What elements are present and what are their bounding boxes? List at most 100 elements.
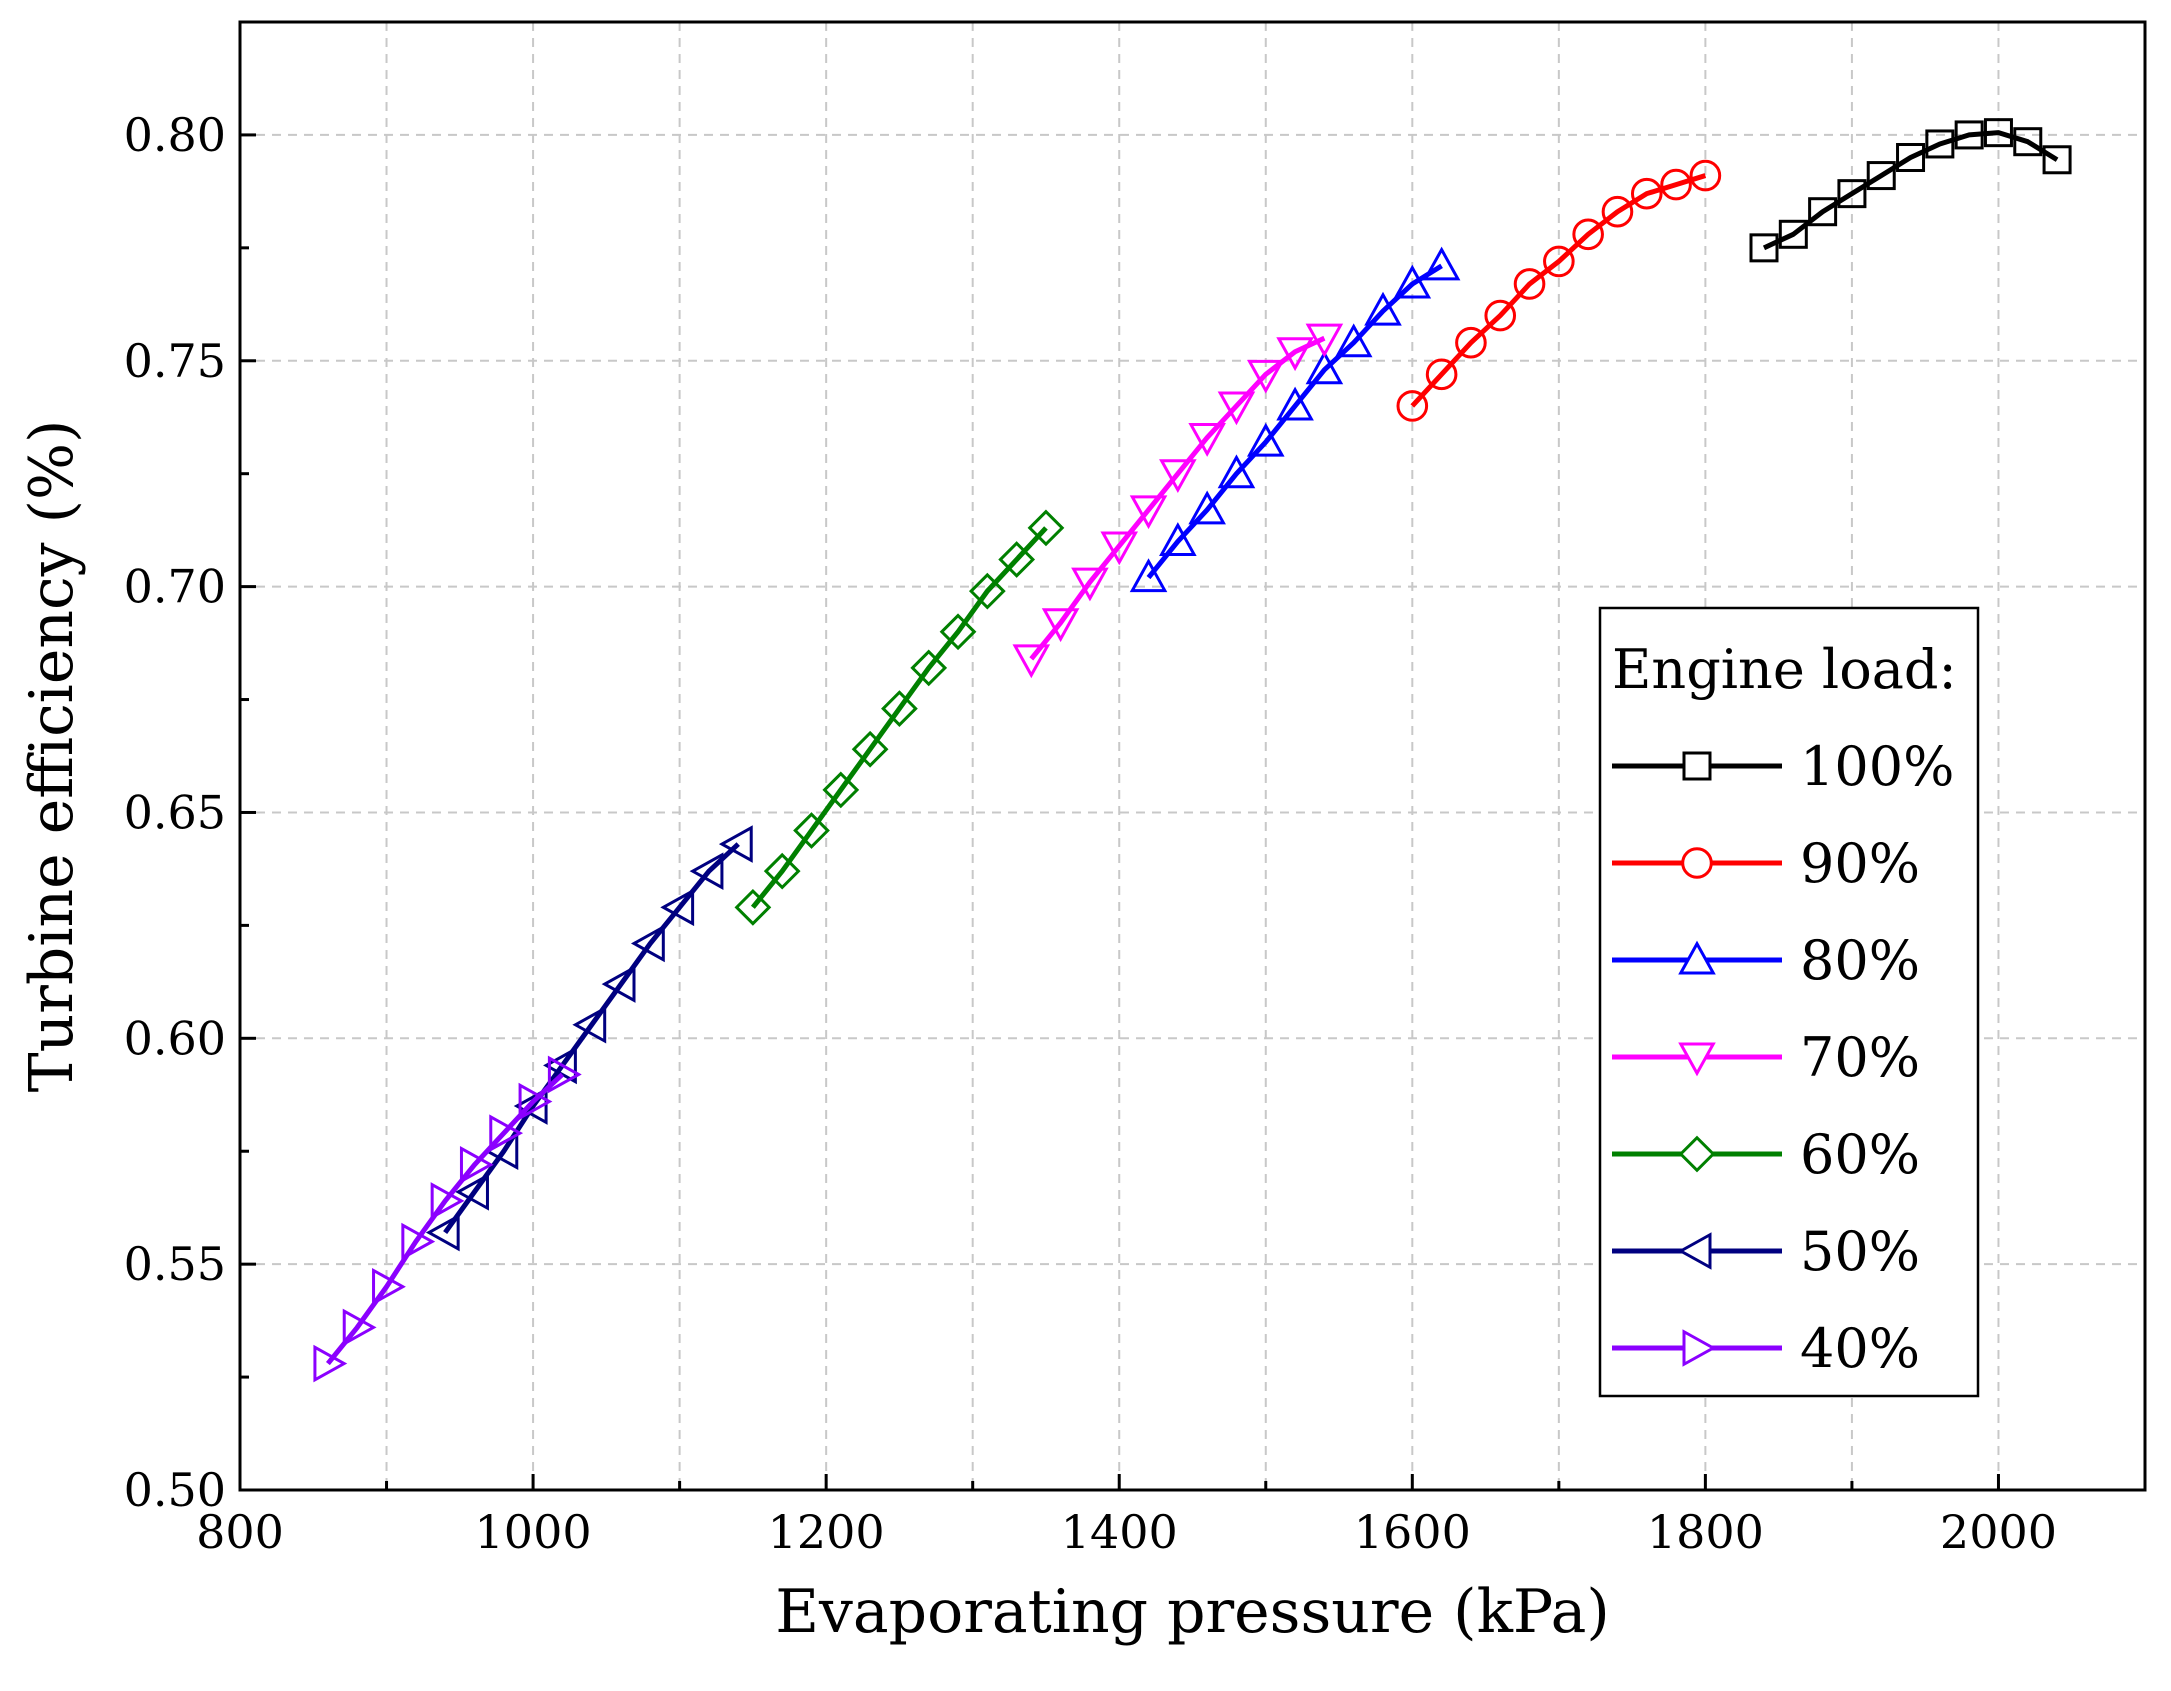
data-point bbox=[1983, 118, 2013, 148]
data-point bbox=[1041, 608, 1080, 643]
legend-label: 90% bbox=[1800, 832, 1920, 895]
data-point bbox=[1027, 509, 1065, 547]
x-tick-label: 1800 bbox=[1647, 1505, 1764, 1559]
data-point bbox=[1100, 531, 1139, 566]
legend-item: 90% bbox=[1612, 832, 1920, 895]
data-point bbox=[1630, 177, 1663, 210]
data-point bbox=[968, 572, 1006, 610]
legend: Engine load: 100% 90% 80% 70% 60% 50% 40% bbox=[1598, 606, 1980, 1398]
data-point bbox=[547, 1055, 582, 1094]
series-line bbox=[325, 1072, 565, 1366]
data-point bbox=[1954, 120, 1984, 150]
y-tick-label: 0.70 bbox=[124, 560, 226, 614]
series-90-percent bbox=[1396, 159, 1722, 422]
data-point bbox=[851, 730, 889, 768]
data-point bbox=[1246, 359, 1285, 394]
y-tick-label: 0.80 bbox=[124, 108, 226, 162]
data-point bbox=[1217, 391, 1256, 426]
data-point bbox=[401, 1222, 436, 1261]
x-tick-label: 1400 bbox=[1061, 1505, 1178, 1559]
y-axis-title: Turbine efficiency (%) bbox=[17, 420, 87, 1093]
data-point bbox=[1484, 299, 1517, 332]
legend-item: 100% bbox=[1612, 735, 1954, 798]
data-point bbox=[1572, 218, 1604, 251]
legend-items: 100% 90% 80% 70% 60% 50% 40% bbox=[1612, 735, 1954, 1380]
data-point bbox=[1425, 358, 1458, 391]
data-point bbox=[572, 1005, 607, 1044]
series-100-percent bbox=[1749, 118, 2072, 263]
data-point bbox=[1543, 245, 1575, 278]
series-70-percent bbox=[1012, 323, 1344, 679]
data-point bbox=[998, 541, 1036, 578]
y-tick-label: 0.75 bbox=[124, 334, 226, 388]
data-point bbox=[1396, 390, 1429, 422]
data-point bbox=[459, 1145, 494, 1184]
data-point bbox=[1305, 323, 1344, 358]
data-point bbox=[1188, 490, 1226, 525]
data-point bbox=[1305, 350, 1344, 385]
data-point bbox=[881, 690, 918, 727]
legend-item: 40% bbox=[1612, 1317, 1920, 1380]
legend-label: 80% bbox=[1800, 929, 1920, 992]
data-point bbox=[1896, 143, 1926, 173]
data-point bbox=[455, 1173, 489, 1211]
data-point bbox=[1334, 323, 1373, 358]
data-point bbox=[313, 1344, 348, 1383]
data-point bbox=[689, 852, 724, 890]
data-point bbox=[910, 649, 948, 687]
x-axis-title: Evaporating pressure (kPa) bbox=[775, 1577, 1610, 1647]
legend-swatch-marker bbox=[1678, 940, 1716, 975]
data-point bbox=[1422, 246, 1461, 281]
data-point bbox=[1601, 195, 1634, 228]
data-point bbox=[1188, 423, 1226, 457]
legend-item: 60% bbox=[1612, 1123, 1920, 1186]
data-point bbox=[630, 924, 665, 963]
x-tick-label: 1600 bbox=[1354, 1505, 1471, 1559]
x-tick-label: 800 bbox=[196, 1505, 284, 1559]
x-tick-label: 1200 bbox=[768, 1505, 885, 1559]
data-point bbox=[1071, 567, 1109, 602]
data-point bbox=[1808, 197, 1838, 227]
legend-swatch-marker bbox=[1677, 1232, 1712, 1270]
data-point bbox=[1925, 129, 1955, 159]
data-point bbox=[1660, 168, 1692, 201]
data-point bbox=[601, 965, 636, 1003]
x-axis: 800 1000 1200 1400 1600 1800 2000 bbox=[196, 1474, 2057, 1559]
series-40-percent bbox=[313, 1055, 582, 1383]
y-axis: 0.50 0.55 0.60 0.65 0.70 0.75 0.80 bbox=[124, 108, 256, 1517]
data-point bbox=[1276, 337, 1314, 372]
data-point bbox=[2042, 145, 2072, 175]
legend-swatch-marker bbox=[1682, 1329, 1717, 1367]
legend-title: Engine load: bbox=[1612, 638, 1957, 701]
data-point bbox=[342, 1308, 377, 1347]
series-line bbox=[750, 526, 1048, 909]
series-60-percent bbox=[734, 509, 1065, 926]
series-line bbox=[1762, 130, 2059, 251]
data-point bbox=[1393, 264, 1432, 299]
legend-label: 70% bbox=[1800, 1026, 1920, 1089]
data-point bbox=[734, 888, 772, 926]
x-tick-label: 2000 bbox=[1940, 1505, 2057, 1559]
legend-swatch-marker bbox=[1678, 1135, 1716, 1173]
series-layer bbox=[313, 118, 2072, 1383]
series-line bbox=[1146, 263, 1443, 580]
legend-swatch-marker bbox=[1681, 847, 1713, 879]
data-point bbox=[425, 1213, 460, 1252]
data-point bbox=[513, 1087, 548, 1125]
data-point bbox=[372, 1267, 406, 1306]
data-point bbox=[430, 1182, 465, 1220]
data-point bbox=[1159, 522, 1197, 556]
data-point bbox=[763, 852, 801, 890]
data-point bbox=[1689, 159, 1722, 192]
data-point bbox=[1778, 219, 1808, 249]
data-point bbox=[518, 1082, 553, 1121]
data-point bbox=[1276, 386, 1314, 421]
data-point bbox=[822, 771, 860, 809]
series-line bbox=[1029, 335, 1326, 661]
plot-frame bbox=[238, 20, 2147, 1492]
data-point bbox=[1364, 291, 1402, 326]
data-point bbox=[793, 812, 830, 849]
legend-label: 50% bbox=[1800, 1220, 1920, 1283]
data-point bbox=[660, 888, 695, 927]
